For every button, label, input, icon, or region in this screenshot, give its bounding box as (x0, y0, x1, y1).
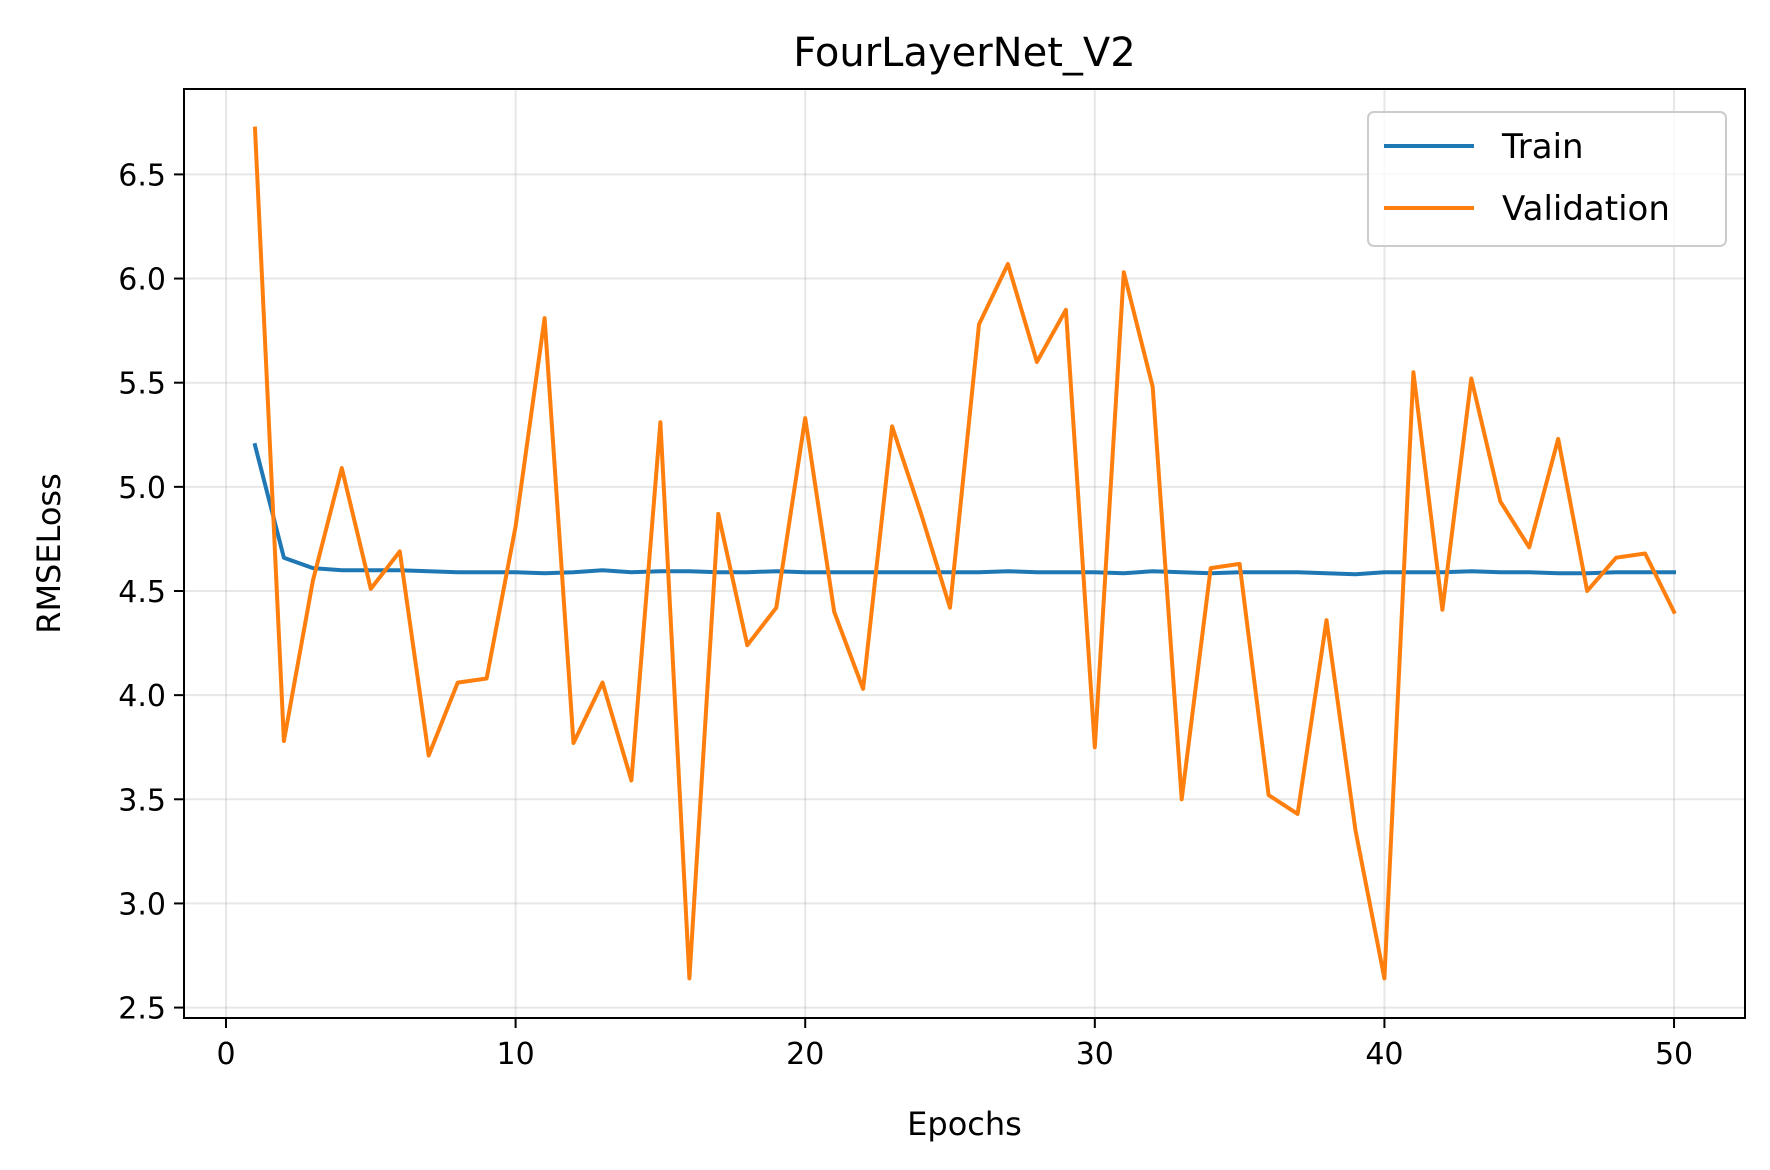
y-axis-title: RMSELoss (30, 473, 68, 634)
y-tick-label: 5.5 (118, 367, 166, 402)
y-tick-label: 4.5 (118, 575, 166, 610)
legend: Train Validation (1367, 111, 1727, 247)
x-tick-label: 0 (216, 1037, 235, 1072)
x-tick-label: 20 (786, 1037, 824, 1072)
chart-title: FourLayerNet_V2 (793, 30, 1135, 76)
x-axis-ticks: 0 10 20 30 40 50 (216, 1018, 1693, 1072)
legend-label-validation: Validation (1502, 189, 1670, 229)
y-tick-label: 5.0 (118, 471, 166, 506)
x-tick-label: 40 (1365, 1037, 1403, 1072)
y-tick-label: 6.5 (118, 158, 166, 193)
legend-label-train: Train (1501, 127, 1584, 167)
y-tick-label: 6.0 (118, 263, 166, 298)
x-tick-label: 10 (497, 1037, 535, 1072)
y-tick-label: 4.0 (118, 679, 166, 714)
y-axis-ticks: 2.5 3.0 3.5 4.0 4.5 5.0 5.5 6.0 6.5 (118, 158, 184, 1027)
y-tick-label: 3.5 (118, 783, 166, 818)
series-line-validation (252, 126, 1677, 981)
y-tick-label: 2.5 (118, 992, 166, 1027)
x-tick-label: 50 (1655, 1037, 1693, 1072)
x-axis-title: Epochs (907, 1105, 1022, 1143)
y-tick-label: 3.0 (118, 887, 166, 922)
series-lines (252, 126, 1677, 981)
x-tick-label: 30 (1076, 1037, 1114, 1072)
plot-frame (183, 88, 1746, 1019)
